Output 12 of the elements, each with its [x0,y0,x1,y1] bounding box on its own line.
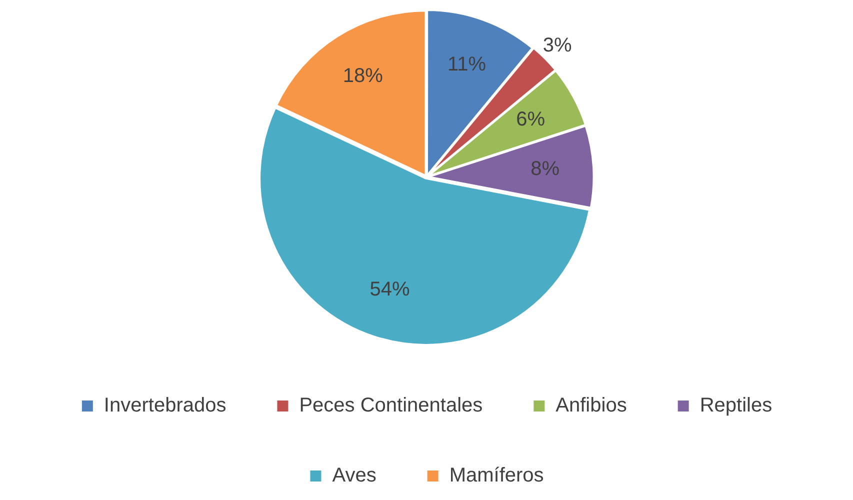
data-label: 3% [542,34,572,57]
data-label: 54% [370,278,410,300]
legend-label: Mamíferos [449,464,544,487]
legend-label: Invertebrados [104,394,226,417]
legend-label: Aves [332,464,376,487]
data-label: 8% [530,158,560,180]
data-label: 11% [447,54,486,76]
legend-label: Anfibios [556,394,627,417]
legend-label: Reptiles [700,394,772,417]
data-label: 18% [342,65,384,88]
legend-label: Peces Continentales [299,394,483,417]
data-label: 6% [516,108,546,130]
